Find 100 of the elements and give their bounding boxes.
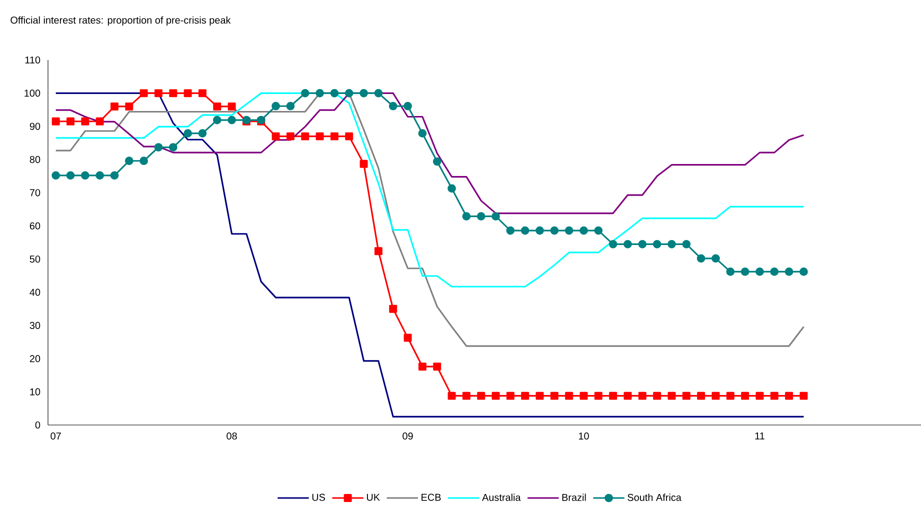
point <box>477 392 486 400</box>
legend-label: Australia <box>482 494 521 501</box>
point <box>80 171 90 180</box>
point <box>110 102 118 110</box>
point <box>726 268 735 276</box>
point <box>536 226 544 235</box>
point <box>608 240 618 248</box>
point <box>697 392 706 400</box>
point <box>418 129 427 138</box>
point <box>506 392 514 400</box>
y-tick-label: 30 <box>30 322 40 329</box>
point <box>668 240 676 248</box>
point <box>462 392 470 400</box>
x-tick-label: 11 <box>755 432 764 440</box>
point <box>388 102 398 110</box>
point <box>330 132 338 140</box>
point <box>682 392 690 400</box>
y-tick-label: 90 <box>30 122 40 130</box>
legend-label: ECB <box>422 494 441 501</box>
point <box>756 268 764 276</box>
point <box>184 129 192 138</box>
y-tick-label: 50 <box>30 256 40 263</box>
y-tick-label: 40 <box>30 288 40 296</box>
point <box>140 156 148 166</box>
point <box>301 132 310 140</box>
point <box>432 157 442 166</box>
y-tick-label: 60 <box>30 222 40 230</box>
point <box>198 129 207 138</box>
point <box>316 132 324 140</box>
point <box>726 392 734 400</box>
point <box>228 102 236 110</box>
point <box>360 88 368 98</box>
point <box>300 88 310 98</box>
point <box>594 226 603 235</box>
point <box>521 392 530 400</box>
point <box>536 392 544 400</box>
point <box>652 240 662 248</box>
point <box>462 212 471 220</box>
y-tick-label: 110 <box>25 56 40 64</box>
point <box>520 226 530 235</box>
point <box>770 392 778 400</box>
point <box>609 392 618 400</box>
point <box>330 88 339 98</box>
point <box>638 240 647 248</box>
point <box>492 392 500 400</box>
point <box>124 156 134 166</box>
x-tick-label: 08 <box>226 432 237 440</box>
point <box>286 102 295 110</box>
point <box>433 362 442 371</box>
point <box>653 392 662 400</box>
point <box>404 334 412 342</box>
point <box>624 240 632 248</box>
point <box>448 184 456 193</box>
point <box>212 116 222 124</box>
point <box>712 392 720 400</box>
point <box>506 226 515 235</box>
point <box>418 362 426 371</box>
point <box>96 117 104 126</box>
legend-label: US <box>312 494 325 501</box>
point <box>565 392 574 400</box>
point <box>389 304 398 313</box>
point <box>140 89 148 98</box>
point <box>169 89 178 98</box>
y-tick-label: 10 <box>30 388 40 396</box>
point <box>316 88 324 98</box>
point <box>800 392 808 400</box>
point <box>448 392 456 400</box>
point <box>785 392 794 400</box>
point <box>580 392 588 400</box>
point <box>198 89 206 98</box>
point <box>800 268 808 276</box>
point <box>580 226 588 235</box>
point <box>550 392 558 400</box>
point <box>286 132 294 140</box>
x-tick-label: 07 <box>50 432 61 440</box>
point <box>668 392 676 400</box>
point <box>272 102 280 110</box>
y-tick-label: 70 <box>30 189 40 196</box>
point <box>52 117 60 126</box>
point <box>228 116 236 124</box>
point <box>168 143 178 152</box>
point <box>360 160 368 168</box>
point <box>66 171 75 180</box>
point <box>492 212 500 220</box>
point <box>154 143 163 152</box>
point <box>404 102 412 110</box>
legend-label: South Africa <box>628 494 682 501</box>
point <box>784 268 794 276</box>
point <box>52 171 60 180</box>
point <box>756 392 764 400</box>
x-tick-label: 10 <box>578 432 589 440</box>
point <box>741 392 750 400</box>
point <box>96 171 104 180</box>
y-tick-label: 20 <box>30 355 40 362</box>
point <box>740 268 750 276</box>
point <box>682 240 691 248</box>
point <box>184 89 192 98</box>
legend-label: Brazil <box>562 494 586 501</box>
point <box>712 254 720 263</box>
point <box>550 226 559 235</box>
